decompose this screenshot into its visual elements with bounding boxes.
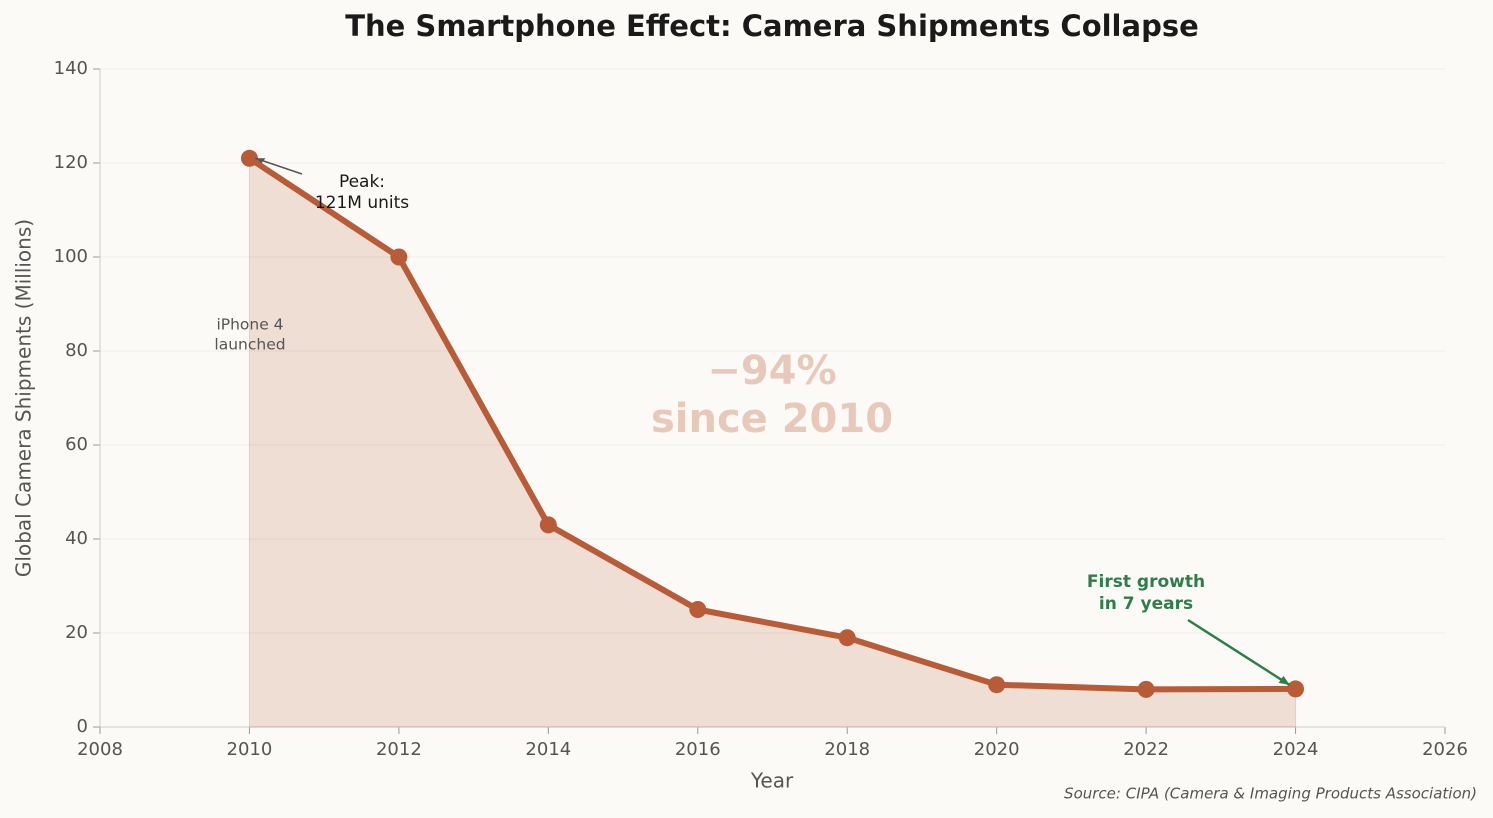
annotation-peak: Peak: [339,172,385,192]
x-tick-label: 2012 [376,739,422,760]
point [390,248,408,266]
point [240,149,258,167]
annotation-growth: in 7 years [1099,594,1193,614]
line [247,155,1296,693]
x-tick-label: 2014 [525,739,571,760]
x-tick-label: 2022 [1123,739,1169,760]
y-tick-label: 140 [54,58,88,79]
source-note: Source: CIPA (Camera & Imaging Products … [1064,785,1477,803]
point [539,516,557,534]
x-tick-label: 2024 [1273,739,1319,760]
annotation-decline: −94% [707,348,836,394]
arrow-head [255,158,266,164]
x-tick-label: 2026 [1422,739,1468,760]
annotation-iphone: launched [214,336,285,354]
annotation-iphone: iPhone 4 [216,316,283,334]
x-tick-label: 2010 [227,739,273,760]
x-tick-label: 2008 [77,739,123,760]
x-tick-label: 2018 [824,739,870,760]
annotation-peak: 121M units [315,193,409,213]
annotation-arrow [1187,618,1291,686]
chart-title: The Smartphone Effect: Camera Shipments … [345,9,1199,43]
x-tick-label: 2016 [675,739,721,760]
y-tick-label: 40 [65,528,88,549]
point [838,629,856,647]
point [1137,680,1155,698]
x-axis-label: Year [750,769,794,793]
y-tick-label: 20 [65,622,88,643]
y-tick-label: 60 [65,434,88,455]
y-tick-label: 120 [54,152,88,173]
y-axis-label: Global Camera Shipments (Millions) [12,219,36,577]
x-tick-label: 2020 [974,739,1020,760]
annotation-decline: since 2010 [651,396,893,442]
point [689,601,707,618]
y-tick-label: 80 [65,340,88,361]
annotation-growth: First growth [1087,572,1205,592]
point [988,676,1006,694]
point [1287,680,1305,698]
area [248,157,1297,728]
y-tick-label: 0 [77,716,88,737]
arrow-head [1278,675,1290,685]
y-tick-label: 100 [54,246,88,267]
